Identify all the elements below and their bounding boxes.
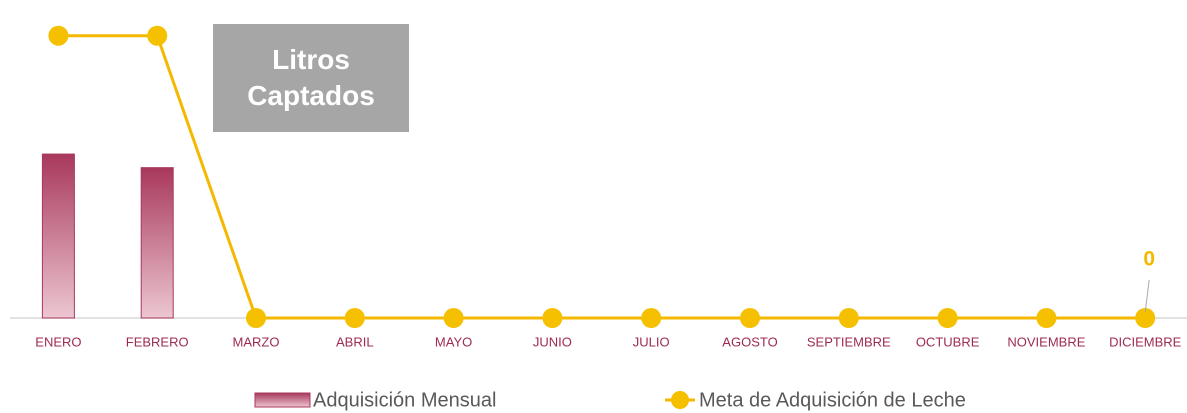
- x-tick-label: NOVIEMBRE: [1007, 334, 1085, 349]
- x-tick-label: ABRIL: [336, 334, 374, 349]
- marker: [344, 308, 365, 328]
- x-tick-label: SEPTIEMBRE: [807, 334, 891, 349]
- marker: [740, 308, 760, 328]
- marker: [48, 25, 69, 46]
- x-tick-label: DICIEMBRE: [1109, 334, 1182, 349]
- marker: [641, 308, 662, 328]
- legend-label: Meta de Adquisición de Leche: [699, 389, 966, 411]
- marker: [937, 308, 958, 328]
- data-label: 0: [1143, 248, 1155, 271]
- marker: [838, 308, 859, 328]
- x-tick-label: JUNIO: [533, 334, 572, 349]
- marker: [1135, 308, 1156, 328]
- x-tick-label: FEBRERO: [126, 334, 189, 349]
- x-tick-label: OCTUBRE: [916, 334, 980, 349]
- legend-label: Adquisición Mensual: [313, 389, 496, 411]
- marker: [147, 25, 168, 46]
- marker: [443, 308, 464, 328]
- x-tick-label: AGOSTO: [722, 334, 777, 349]
- legend-swatch: [254, 392, 311, 408]
- x-tick-label: JULIO: [633, 334, 670, 349]
- chart-title: Litros Captados: [213, 24, 409, 132]
- marker: [246, 308, 266, 328]
- bar: [140, 167, 174, 319]
- marker: [1036, 308, 1057, 328]
- x-tick-label: MARZO: [233, 334, 280, 349]
- x-tick-label: ENERO: [35, 334, 81, 349]
- bar: [41, 153, 75, 319]
- x-tick-label: MAYO: [435, 334, 472, 349]
- legend-marker: [671, 391, 689, 409]
- marker: [542, 308, 563, 328]
- leader-line: [1144, 279, 1150, 313]
- line: [58, 34, 1146, 320]
